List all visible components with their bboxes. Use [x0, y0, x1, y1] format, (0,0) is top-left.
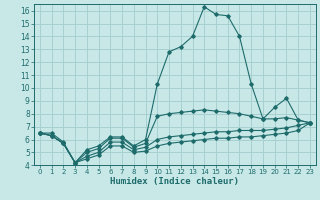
X-axis label: Humidex (Indice chaleur): Humidex (Indice chaleur): [110, 177, 239, 186]
